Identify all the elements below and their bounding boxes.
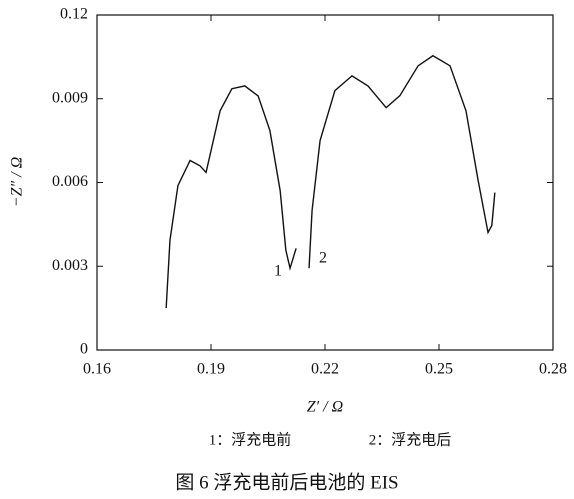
x-tick-label: 0.25 <box>425 361 453 378</box>
legend-entry: 1：浮充电前 <box>209 431 292 448</box>
data-line <box>308 54 496 269</box>
series-label: 1 <box>274 263 282 280</box>
y-tick-label: 0.12 <box>60 6 88 23</box>
series-label: 2 <box>319 250 327 267</box>
y-tick-label: 0.009 <box>52 89 88 106</box>
y-tick-label: 0 <box>80 341 88 358</box>
x-tick-label: 0.16 <box>83 361 111 378</box>
y-tick-label: 0.006 <box>52 173 88 190</box>
data-line <box>165 85 297 309</box>
x-axis-label: Z′ / Ω <box>307 399 343 416</box>
x-tick-label: 0.19 <box>197 361 225 378</box>
plot-frame <box>96 14 554 351</box>
y-tick-label: 0.003 <box>52 257 88 274</box>
x-tick-label: 0.22 <box>311 361 339 378</box>
x-tick-label: 0.28 <box>539 361 567 378</box>
y-axis-label: −Z″ / Ω <box>9 157 26 207</box>
legend-entry: 2：浮充电后 <box>369 431 452 448</box>
caption: 图 6 浮充电前后电池的 EIS <box>175 471 398 493</box>
